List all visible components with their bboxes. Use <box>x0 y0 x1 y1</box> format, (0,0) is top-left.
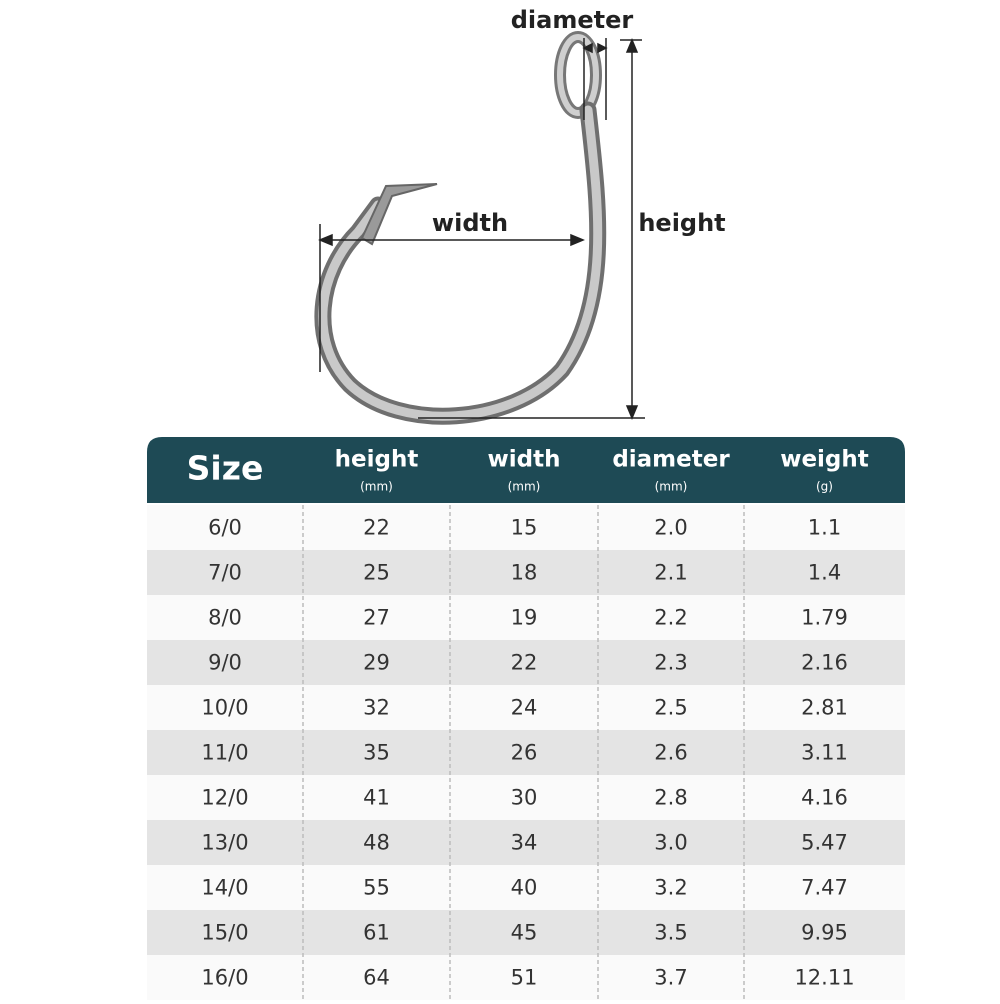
value-cell: 22 <box>511 651 538 675</box>
value-cell: 4.16 <box>801 786 848 810</box>
value-cell: 26 <box>511 741 538 765</box>
header-unit: (mm) <box>360 480 393 494</box>
size-cell: 15/0 <box>201 921 248 945</box>
value-cell: 5.47 <box>801 831 848 855</box>
table-header-bg <box>147 437 905 503</box>
value-cell: 3.7 <box>654 966 687 990</box>
value-cell: 2.8 <box>654 786 687 810</box>
value-cell: 1.4 <box>808 561 841 585</box>
size-cell: 12/0 <box>201 786 248 810</box>
size-cell: 16/0 <box>201 966 248 990</box>
table-row-bg <box>147 955 905 1000</box>
value-cell: 61 <box>363 921 390 945</box>
value-cell: 1.1 <box>808 516 841 540</box>
size-table: Size height (mm) width (mm) diameter (mm) weigh… <box>147 437 905 1000</box>
header-label: weight <box>780 447 869 473</box>
value-cell: 64 <box>363 966 390 990</box>
value-cell: 35 <box>363 741 390 765</box>
table-row-bg <box>147 550 905 595</box>
value-cell: 32 <box>363 696 390 720</box>
value-cell: 2.1 <box>654 561 687 585</box>
hook-barb <box>360 183 438 246</box>
value-cell: 22 <box>363 516 390 540</box>
value-cell: 2.6 <box>654 741 687 765</box>
size-cell: 10/0 <box>201 696 248 720</box>
value-cell: 24 <box>511 696 538 720</box>
value-cell: 2.3 <box>654 651 687 675</box>
value-cell: 18 <box>511 561 538 585</box>
value-cell: 48 <box>363 831 390 855</box>
size-cell: 7/0 <box>208 561 242 585</box>
size-cell: 14/0 <box>201 876 248 900</box>
table-row-bg <box>147 685 905 730</box>
header-label: Size <box>187 449 264 488</box>
header-unit: (mm) <box>655 480 688 494</box>
size-cell: 8/0 <box>208 606 242 630</box>
value-cell: 45 <box>511 921 538 945</box>
height-label: height <box>638 209 725 237</box>
table-row-bg <box>147 775 905 820</box>
value-cell: 7.47 <box>801 876 848 900</box>
size-cell: 9/0 <box>208 651 242 675</box>
value-cell: 34 <box>511 831 538 855</box>
value-cell: 3.11 <box>801 741 848 765</box>
table-row-bg <box>147 505 905 550</box>
hook-body-shine <box>318 105 603 421</box>
value-cell: 30 <box>511 786 538 810</box>
value-cell: 27 <box>363 606 390 630</box>
value-cell: 51 <box>511 966 538 990</box>
diameter-arrows <box>582 42 608 54</box>
diameter-label: diameter <box>511 6 634 34</box>
value-cell: 2.0 <box>654 516 687 540</box>
value-cell: 1.79 <box>801 606 848 630</box>
width-label: width <box>432 209 508 237</box>
size-cell: 6/0 <box>208 516 242 540</box>
value-cell: 19 <box>511 606 538 630</box>
hook-diagram <box>314 31 607 425</box>
table-row-bg <box>147 595 905 640</box>
value-cell: 2.5 <box>654 696 687 720</box>
value-cell: 2.81 <box>801 696 848 720</box>
table-row-bg <box>147 730 905 775</box>
size-cell: 11/0 <box>201 741 248 765</box>
value-cell: 3.5 <box>654 921 687 945</box>
table-row-bg <box>147 910 905 955</box>
table-row-bg <box>147 820 905 865</box>
value-cell: 15 <box>511 516 538 540</box>
value-cell: 2.16 <box>801 651 848 675</box>
header-label: diameter <box>612 447 730 473</box>
value-cell: 3.0 <box>654 831 687 855</box>
height-arrows <box>625 38 639 420</box>
value-cell: 55 <box>363 876 390 900</box>
value-cell: 29 <box>363 651 390 675</box>
width-arrows <box>318 233 585 247</box>
header-label: width <box>488 447 561 473</box>
value-cell: 9.95 <box>801 921 848 945</box>
size-cell: 13/0 <box>201 831 248 855</box>
value-cell: 41 <box>363 786 390 810</box>
value-cell: 3.2 <box>654 876 687 900</box>
value-cell: 40 <box>511 876 538 900</box>
header-unit: (mm) <box>508 480 541 494</box>
hook-eye-shine <box>557 34 599 116</box>
value-cell: 25 <box>363 561 390 585</box>
dimension-lines <box>318 38 645 420</box>
header-unit: (g) <box>816 480 833 494</box>
value-cell: 12.11 <box>794 966 854 990</box>
table-row-bg <box>147 865 905 910</box>
header-label: height <box>335 447 419 473</box>
value-cell: 2.2 <box>654 606 687 630</box>
table-row-bg <box>147 640 905 685</box>
